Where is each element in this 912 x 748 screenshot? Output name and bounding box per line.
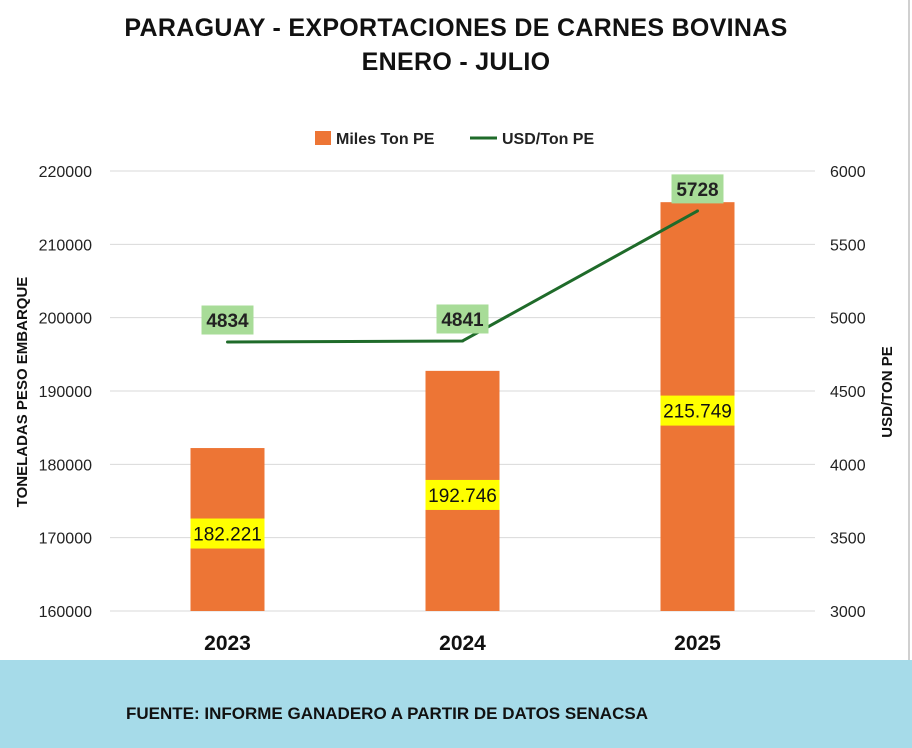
x-category-label: 2023 [204, 632, 251, 655]
y-right-tick-label: 3500 [830, 531, 866, 548]
line-label-box [671, 174, 724, 204]
line-data-label: 4834 [206, 311, 249, 332]
y-right-tick-label: 4500 [830, 384, 866, 401]
chart-frame: PARAGUAY - EXPORTACIONES DE CARNES BOVIN… [14, 0, 910, 660]
y-right-tick-label: 3000 [830, 604, 866, 621]
line-label-box [436, 304, 489, 334]
y-left-tick-label: 210000 [39, 237, 92, 254]
y-left-tick-label: 170000 [39, 531, 92, 548]
y-left-tick-label: 180000 [39, 457, 92, 474]
legend-label-bar: Miles Ton PE [336, 131, 435, 148]
axes: 160000 170000 180000 190000 200000 210000 2200… [14, 164, 896, 655]
source-text: FUENTE: INFORME GANADERO A PARTIR DE DAT… [126, 704, 648, 723]
bar-data-label: 192.746 [428, 486, 497, 507]
line-data-label: 5728 [676, 180, 718, 201]
y-left-tick-label: 220000 [39, 164, 92, 181]
line-point-2025 [696, 209, 699, 213]
y-left-tick-label: 200000 [39, 311, 92, 328]
bar-data-label: 182.221 [193, 525, 262, 546]
y-left-tick-label: 160000 [39, 604, 92, 621]
data-labels: 182.221 192.746 215.749 4834 4841 5728 [190, 174, 735, 549]
chart-title: PARAGUAY - EXPORTACIONES DE CARNES BOVIN… [124, 14, 788, 42]
price-line [226, 209, 699, 344]
y-right-tick-label: 6000 [830, 164, 866, 181]
bar-data-label: 215.749 [663, 402, 732, 423]
bar-label-box [190, 518, 265, 549]
y-right-tick-label: 4000 [830, 457, 866, 474]
y-left-tick-label: 190000 [39, 384, 92, 401]
x-category-label: 2025 [674, 632, 721, 655]
bars [190, 202, 735, 611]
y-right-axis-title: USD/TON PE [879, 346, 896, 437]
line-label-box [201, 305, 254, 335]
bar-label-box [425, 479, 500, 510]
y-right-tick-label: 5000 [830, 311, 866, 328]
y-right-tick-label: 5500 [830, 237, 866, 254]
line-point-2024 [461, 339, 464, 343]
line-point-2023 [226, 340, 229, 344]
combo-chart: 182.221 192.746 215.749 4834 4841 5728 160000… [14, 131, 896, 655]
line-data-label: 4841 [441, 310, 484, 331]
legend-swatch-bar [315, 131, 331, 145]
legend: Miles Ton PE USD/Ton PE [315, 131, 594, 148]
bar-label-box [660, 395, 735, 426]
legend-label-line: USD/Ton PE [502, 131, 594, 148]
y-left-axis-title: TONELADAS PESO EMBARQUE [14, 277, 31, 508]
chart-subtitle: ENERO - JULIO [361, 48, 551, 76]
source-footer: FUENTE: INFORME GANADERO A PARTIR DE DAT… [0, 660, 912, 748]
x-category-label: 2024 [439, 632, 486, 655]
